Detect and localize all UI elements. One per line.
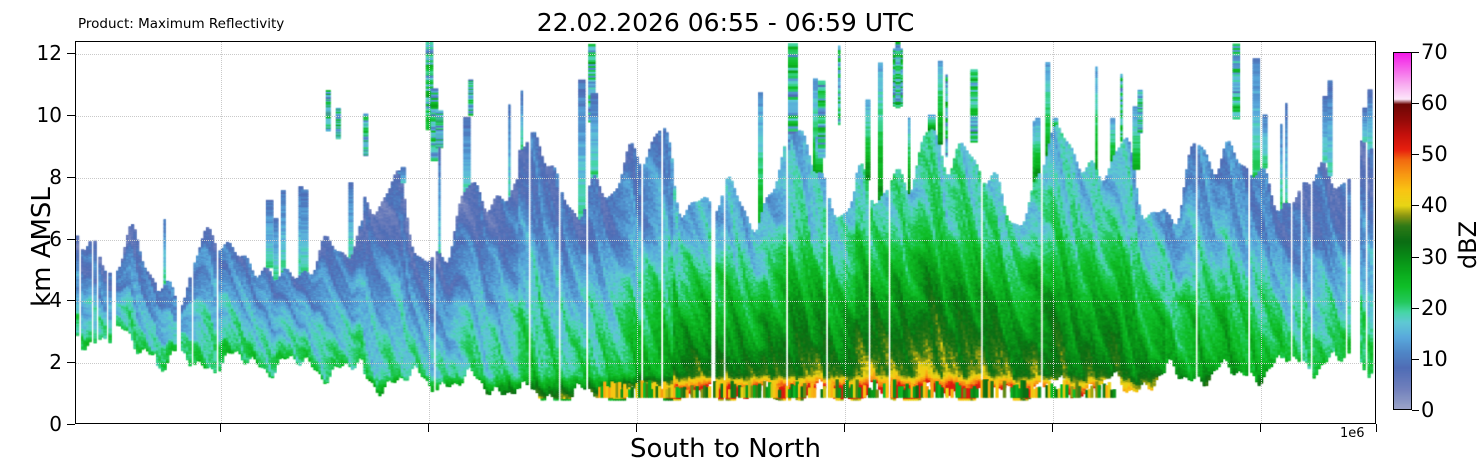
colorbar-tick-label: 30 [1421, 244, 1448, 269]
x-axis-label: South to North [630, 434, 821, 464]
x-tick-mark [1052, 424, 1053, 432]
y-tick-mark [67, 362, 75, 364]
colorbar-tick-label: 40 [1421, 193, 1448, 218]
page-title: 22.02.2026 06:55 - 06:59 UTC [536, 8, 915, 37]
x-tick-mark [1260, 424, 1261, 432]
reflectivity-heatmap [76, 42, 1375, 423]
colorbar-gradient [1394, 53, 1411, 409]
y-tick-mark [67, 115, 75, 117]
y-tick-mark [67, 424, 75, 425]
colorbar-tick-mark [1412, 103, 1419, 105]
colorbar-tick-label: 70 [1421, 40, 1448, 64]
colorbar-tick-label: 50 [1421, 142, 1448, 167]
y-tick-label: 10 [36, 103, 62, 128]
colorbar-tick-mark [1412, 205, 1419, 207]
colorbar-tick-mark [1412, 358, 1419, 360]
colorbar-tick-label: 60 [1421, 91, 1448, 116]
colorbar-tick-label: 20 [1421, 295, 1448, 320]
y-tick-label: 6 [49, 226, 62, 251]
colorbar-tick-mark [1412, 410, 1419, 411]
y-tick-label: 0 [49, 412, 62, 436]
colorbar [1393, 52, 1412, 410]
y-tick-mark [67, 176, 75, 178]
plot-area [75, 41, 1376, 424]
y-tick-mark [67, 238, 75, 240]
x-tick-mark [428, 424, 429, 432]
x-tick-mark [220, 424, 221, 432]
x-tick-mark [844, 424, 845, 432]
colorbar-tick-label: 10 [1421, 346, 1448, 371]
y-tick-label: 12 [36, 41, 62, 66]
colorbar-tick-mark [1412, 307, 1419, 309]
y-tick-label: 4 [49, 288, 62, 313]
y-tick-label: 2 [49, 350, 62, 375]
product-label: Product: Maximum Reflectivity [78, 16, 285, 32]
x-tick-mark [636, 424, 637, 432]
y-tick-mark [67, 53, 75, 55]
colorbar-tick-mark [1412, 52, 1419, 53]
y-tick-mark [67, 300, 75, 302]
x-axis-offset-label: 1e6 [1340, 426, 1365, 441]
x-tick-mark [1376, 424, 1377, 432]
y-tick-label: 8 [49, 164, 62, 189]
colorbar-tick-label: 0 [1421, 398, 1435, 422]
colorbar-tick-mark [1412, 256, 1419, 258]
colorbar-tick-mark [1412, 154, 1419, 156]
colorbar-unit-label: dBZ [1454, 220, 1482, 270]
